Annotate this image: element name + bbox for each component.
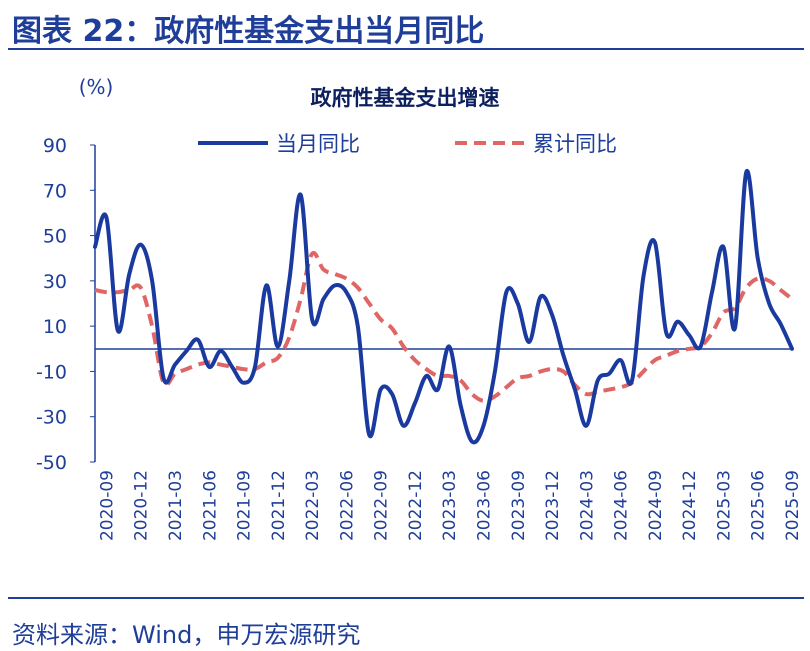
x-tick-label: 2021-12: [269, 470, 289, 541]
legend: 当月同比 累计同比: [198, 132, 617, 156]
x-tick-label: 2021-06: [200, 470, 220, 541]
x-tick-label: 2023-12: [543, 470, 563, 541]
x-tick-label: 2024-06: [612, 470, 632, 541]
x-tick-label: 2022-06: [337, 470, 357, 541]
x-tick-label: 2025-06: [749, 470, 769, 541]
x-tick-label: 2020-09: [97, 470, 117, 541]
series-layer: [93, 169, 794, 445]
x-tick-label: 2023-09: [509, 470, 529, 541]
footer-divider: [8, 597, 804, 599]
x-tick-label: 2024-09: [646, 470, 666, 541]
series-line-cumulative-yoy: [94, 250, 794, 403]
source-note: 资料来源：Wind，申万宏源研究: [12, 621, 361, 649]
line-chart: 政府性基金支出增速 (%) 当月同比 累计同比 90 70 50 30 10 -10 -30…: [36, 75, 803, 541]
y-ticks: 90 70 50 30 10 -10 -30 -50: [36, 135, 95, 474]
title-divider: [8, 48, 804, 50]
x-tick-label: 2022-03: [303, 470, 323, 541]
x-tick-label: 2022-12: [406, 470, 426, 541]
y-tick-label: -30: [36, 407, 67, 429]
x-tick-label: 2025-09: [783, 470, 803, 541]
x-tick-label: 2020-12: [132, 470, 152, 541]
y-tick-label: 30: [43, 271, 67, 293]
x-tick-label: 2024-03: [577, 470, 597, 541]
y-tick-label: 70: [43, 180, 67, 202]
y-tick-label: -50: [36, 452, 67, 474]
x-tick-label: 2023-03: [440, 470, 460, 541]
x-tick-label: 2021-03: [166, 470, 186, 541]
y-tick-label: 90: [43, 135, 67, 157]
y-tick-label: 50: [43, 226, 67, 248]
x-tick-label: 2023-06: [474, 470, 494, 541]
figure-title: 图表 22：政府性基金支出当月同比: [12, 14, 485, 49]
x-tick-label: 2025-03: [714, 470, 734, 541]
y-unit-label: (%): [79, 75, 114, 99]
series-line-monthly-yoy: [93, 169, 794, 445]
x-tick-label: 2022-09: [372, 470, 392, 541]
x-tick-label: 2021-09: [235, 470, 255, 541]
legend-label-cumulative: 累计同比: [533, 132, 617, 156]
y-tick-label: -10: [36, 361, 67, 383]
x-ticks: 2020-09 2020-12 2021-03 2021-06 2021-09 2021-…: [97, 470, 803, 541]
y-tick-label: 10: [43, 316, 67, 338]
x-tick-label: 2024-12: [680, 470, 700, 541]
legend-label-monthly: 当月同比: [276, 132, 360, 156]
chart-title: 政府性基金支出增速: [311, 86, 500, 110]
